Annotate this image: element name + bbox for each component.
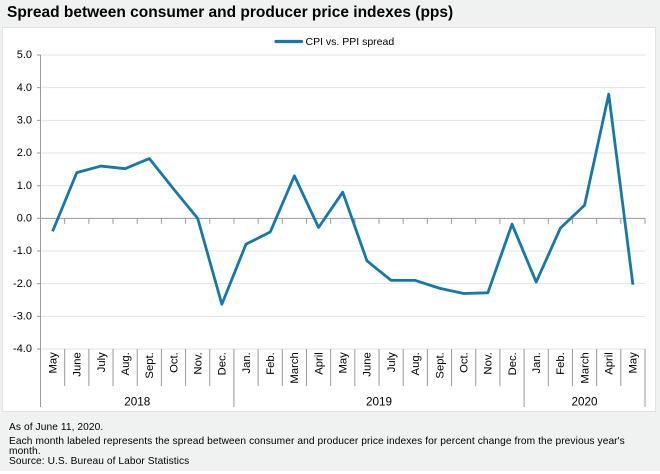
svg-text:April: April bbox=[313, 352, 325, 375]
svg-text:May: May bbox=[47, 352, 59, 374]
svg-text:CPI vs. PPI spread: CPI vs. PPI spread bbox=[306, 36, 395, 48]
svg-text:June: June bbox=[362, 352, 374, 377]
svg-text:April: April bbox=[604, 352, 616, 375]
svg-text:May: May bbox=[338, 352, 350, 374]
svg-text:Jan.: Jan. bbox=[531, 352, 543, 373]
svg-text:Oct.: Oct. bbox=[168, 352, 180, 373]
svg-text:0.0: 0.0 bbox=[17, 212, 32, 224]
svg-text:-4.0: -4.0 bbox=[13, 343, 32, 355]
svg-text:May: May bbox=[628, 352, 640, 374]
svg-text:March: March bbox=[289, 352, 301, 383]
svg-text:Sept.: Sept. bbox=[434, 352, 446, 378]
svg-text:-1.0: -1.0 bbox=[13, 245, 32, 257]
svg-text:Feb.: Feb. bbox=[555, 352, 567, 375]
svg-text:Dec.: Dec. bbox=[507, 352, 519, 375]
svg-text:2.0: 2.0 bbox=[17, 147, 32, 159]
svg-text:-2.0: -2.0 bbox=[13, 278, 32, 290]
svg-text:July: July bbox=[96, 352, 108, 372]
svg-text:Dec.: Dec. bbox=[217, 352, 229, 375]
svg-text:June: June bbox=[72, 352, 84, 377]
svg-text:Nov.: Nov. bbox=[483, 352, 495, 374]
svg-text:1.0: 1.0 bbox=[17, 180, 32, 192]
svg-text:Nov.: Nov. bbox=[192, 352, 204, 374]
svg-text:2020: 2020 bbox=[571, 395, 598, 408]
svg-text:July: July bbox=[386, 352, 398, 372]
svg-text:Oct.: Oct. bbox=[458, 352, 470, 373]
svg-text:2018: 2018 bbox=[124, 395, 150, 408]
svg-text:Feb.: Feb. bbox=[265, 352, 277, 375]
svg-text:4.0: 4.0 bbox=[17, 82, 32, 94]
svg-text:Sept.: Sept. bbox=[144, 352, 156, 378]
svg-text:5.0: 5.0 bbox=[17, 49, 32, 61]
svg-text:Jan.: Jan. bbox=[241, 352, 253, 373]
svg-text:March: March bbox=[579, 352, 591, 383]
svg-text:3.0: 3.0 bbox=[17, 114, 32, 126]
svg-text:Aug.: Aug. bbox=[120, 352, 132, 375]
svg-text:2019: 2019 bbox=[366, 395, 392, 408]
svg-text:Aug.: Aug. bbox=[410, 352, 422, 375]
svg-text:-3.0: -3.0 bbox=[13, 310, 32, 322]
